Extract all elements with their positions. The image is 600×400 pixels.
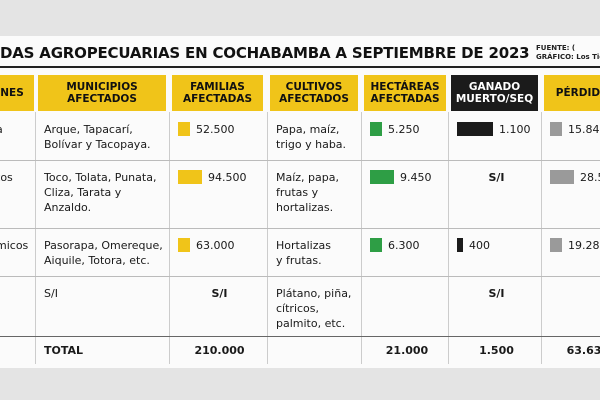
- value-bar: [178, 122, 190, 136]
- total-cell: 1.500: [479, 344, 514, 357]
- value-cell: 1.100: [457, 122, 536, 160]
- column-header: HECTÁREAS AFECTADAS: [364, 75, 446, 111]
- value-bar: [370, 238, 382, 252]
- value-bar: [370, 122, 382, 136]
- total-cell: 21.000: [385, 344, 429, 357]
- value-cell: 9.450: [370, 170, 444, 228]
- cell: S/I: [44, 287, 58, 300]
- row-separator: [0, 276, 600, 277]
- value-bar: [550, 238, 562, 252]
- column-header: CULTIVOS AFECTADOS: [270, 75, 358, 111]
- cell: [550, 286, 600, 336]
- cell: micos: [0, 239, 29, 252]
- column-separator: [35, 112, 36, 364]
- cell: Toco, Tolata, Punata, Cliza, Tarata y An…: [44, 171, 157, 214]
- column-separator: [169, 112, 170, 364]
- value-cell: 28.5: [550, 170, 600, 228]
- value-cell: 52.500: [178, 122, 261, 160]
- value-text: 63.000: [196, 239, 235, 252]
- column-separator: [267, 112, 268, 364]
- value-text: 52.500: [196, 123, 235, 136]
- cell: S/I: [211, 287, 228, 300]
- value-cell: 5.250: [370, 122, 444, 160]
- value-bar: [178, 170, 202, 184]
- cell: Arque, Tapacarí, Bolívar y Tacopaya.: [44, 123, 151, 151]
- value-cell: 19.28: [550, 238, 600, 276]
- value-bar: [550, 122, 562, 136]
- cell: [370, 286, 444, 336]
- value-bar: [457, 238, 463, 252]
- value-text: 5.250: [388, 123, 420, 136]
- value-cell: 94.500: [178, 170, 261, 228]
- value-cell: 63.000: [178, 238, 261, 276]
- value-cell: 400: [457, 238, 536, 276]
- total-cell: 210.000: [194, 344, 245, 357]
- value-cell: 6.300: [370, 238, 444, 276]
- value-text: 6.300: [388, 239, 420, 252]
- value-text: 15.84: [568, 123, 600, 136]
- cell: tos: [0, 171, 13, 184]
- credit: GRÁFICO: Los Tiem: [536, 53, 600, 61]
- value-text: 28.5: [580, 171, 600, 184]
- cell: Papa, maíz, trigo y haba.: [276, 123, 347, 151]
- cell: S/I: [488, 287, 505, 300]
- row-separator: [0, 336, 600, 337]
- value-text: 9.450: [400, 171, 432, 184]
- column-header: NES: [0, 75, 34, 111]
- cell: Plátano, piña, cítricos, palmito, etc.: [276, 287, 352, 330]
- title-rule: [0, 66, 600, 68]
- value-bar: [550, 170, 574, 184]
- value-text: 1.100: [499, 123, 531, 136]
- cell: Maíz, papa, frutas y hortalizas.: [276, 171, 339, 214]
- value-text: 19.28: [568, 239, 600, 252]
- row-separator: [0, 160, 600, 161]
- column-separator: [541, 112, 542, 364]
- title: DAS AGROPECUARIAS EN COCHABAMBA A SEPTIE…: [0, 44, 530, 62]
- column-separator: [361, 112, 362, 364]
- cell: [0, 286, 32, 336]
- cell: S/I: [488, 171, 505, 184]
- value-bar: [457, 122, 493, 136]
- total-cell: TOTAL: [44, 344, 84, 357]
- column-header: GANADO MUERTO/SEQ: [451, 75, 538, 111]
- source: FUENTE: (: [536, 44, 576, 52]
- column-separator: [448, 112, 449, 364]
- cell: Pasorapa, Omereque, Aiquile, Totora, etc…: [44, 239, 163, 267]
- value-cell: 15.84: [550, 122, 600, 160]
- column-header: FAMILIAS AFECTADAS: [172, 75, 263, 111]
- value-bar: [178, 238, 190, 252]
- column-header: MUNICIPIOS AFECTADOS: [38, 75, 166, 111]
- cell: Hortalizas y frutas.: [276, 239, 331, 267]
- value-text: 400: [469, 239, 490, 252]
- value-bar: [370, 170, 394, 184]
- total-cell: 63.63: [566, 344, 600, 357]
- cell: a: [0, 122, 32, 160]
- row-separator: [0, 228, 600, 229]
- value-text: 94.500: [208, 171, 247, 184]
